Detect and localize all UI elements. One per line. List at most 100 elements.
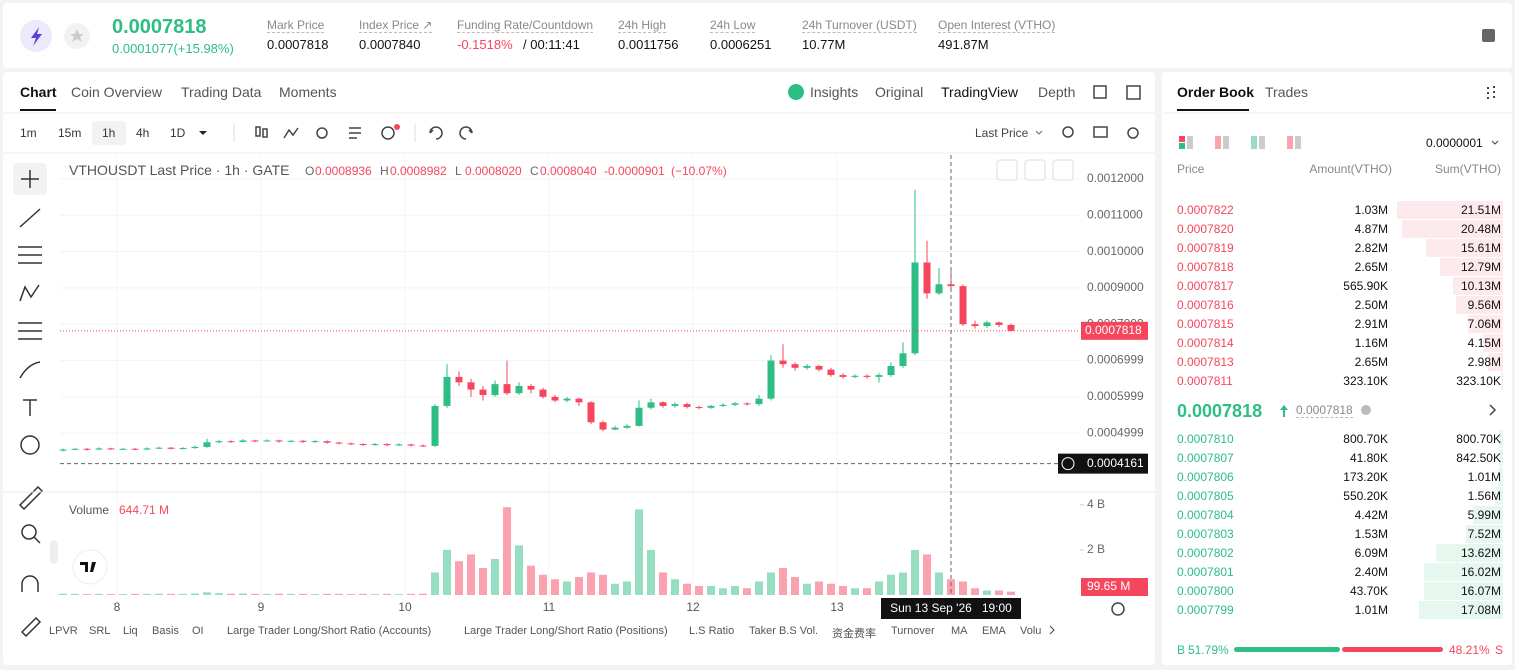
book-view-icons[interactable] [1179, 136, 1301, 149]
book-sum: 1.56M [1467, 489, 1501, 503]
book-sum: 800.70K [1456, 432, 1501, 446]
volume-bar [263, 593, 271, 595]
book-price[interactable]: 0.0007818 [1177, 260, 1234, 274]
book-price[interactable]: 0.0007801 [1177, 565, 1234, 579]
chart-button[interactable] [1024, 159, 1046, 181]
volume-bar [695, 585, 703, 595]
dropdown-arrow[interactable] [199, 131, 207, 135]
chart-tab[interactable]: Chart [20, 84, 57, 100]
indicator-tab[interactable]: Large Trader Long/Short Ratio (Positions… [464, 625, 668, 637]
book-price[interactable]: 0.0007814 [1177, 336, 1234, 350]
window-icon[interactable] [1126, 85, 1141, 100]
y-tick-label: 0.0005999 [1087, 389, 1144, 403]
chevron[interactable] [1489, 404, 1497, 416]
candle-body [467, 382, 475, 390]
crosshair-price-tag [1058, 453, 1148, 474]
book-price[interactable]: 0.0007802 [1177, 546, 1234, 560]
chart-tab[interactable]: Trading Data [181, 84, 262, 100]
indicator-tab[interactable]: Taker B.S Vol. [749, 625, 819, 637]
book-price[interactable]: 0.0007800 [1177, 584, 1234, 598]
volume-bar [587, 572, 595, 595]
indicator-tab[interactable]: SRL [89, 625, 111, 637]
book-price[interactable]: 0.0007817 [1177, 279, 1234, 293]
book-price[interactable]: 0.0007811 [1177, 374, 1233, 388]
interval[interactable]: 1D [170, 126, 186, 140]
expand-icon[interactable] [1093, 85, 1107, 99]
indicator-tab[interactable]: Large Trader Long/Short Ratio (Accounts) [227, 625, 432, 637]
indicator-tab[interactable]: Volu [1020, 625, 1042, 637]
book-price[interactable]: 0.0007815 [1177, 317, 1234, 331]
candle-body [935, 284, 943, 294]
book-price[interactable]: 0.0007822 [1177, 203, 1234, 217]
book-price[interactable]: 0.0007816 [1177, 298, 1234, 312]
depth-bar [1397, 201, 1503, 219]
stat-label: Mark Price [267, 18, 325, 33]
settings-icon[interactable] [1111, 602, 1125, 616]
book-price[interactable]: 0.0007819 [1177, 241, 1234, 255]
book-sum: 323.10K [1456, 374, 1501, 388]
indicator-tab[interactable]: 资金费率 [832, 628, 876, 640]
chart-button[interactable] [1052, 159, 1074, 181]
view-tab[interactable]: Depth [1038, 84, 1076, 100]
indicator-tab[interactable]: L.S Ratio [689, 625, 735, 637]
book-price[interactable]: 0.0007803 [1177, 527, 1234, 541]
indicator-tab[interactable]: EMA [982, 625, 1006, 637]
view-tab[interactable]: Insights [810, 84, 859, 100]
chart-button[interactable] [996, 159, 1018, 181]
book-price[interactable]: 0.0007806 [1177, 470, 1234, 484]
volume-bar [647, 549, 655, 595]
book-price[interactable]: 0.0007804 [1177, 508, 1234, 522]
stat-label: Open Interest (VTHO) [938, 18, 1056, 33]
book-sum: 5.99M [1467, 508, 1501, 522]
candle-body [827, 369, 835, 376]
stat-label: 24h Turnover (USDT) [802, 18, 917, 33]
indicator-tab[interactable]: Turnover [891, 625, 935, 637]
crosshair-price: 0.0004161 [1087, 456, 1144, 470]
book-sum: 16.07M [1460, 584, 1501, 598]
volume-tick-label: 4 B [1087, 497, 1105, 511]
book-tab[interactable]: Order Book [1177, 84, 1255, 100]
volume-bar [347, 594, 355, 595]
indicator-tab[interactable]: LPVR [49, 625, 78, 637]
indicator-tab[interactable]: Liq [123, 625, 138, 637]
collapse-handle[interactable] [50, 540, 58, 564]
book-tab[interactable]: Trades [1265, 84, 1309, 100]
precision[interactable]: 0.0000001 [1426, 136, 1483, 150]
depth-bar [1499, 430, 1503, 448]
chart-panel [3, 72, 1155, 665]
book-price[interactable]: 0.0007799 [1177, 603, 1234, 617]
interval[interactable]: 1m [20, 126, 37, 140]
interval[interactable]: 4h [136, 126, 150, 140]
indicator-tab[interactable]: OI [192, 625, 204, 637]
view-tab[interactable]: TradingView [941, 84, 1019, 100]
volume-bar [479, 567, 487, 595]
view-tab[interactable]: Original [875, 84, 924, 100]
book-price[interactable]: 0.0007820 [1177, 222, 1234, 236]
book-price[interactable]: 0.0007805 [1177, 489, 1234, 503]
indicator-tab[interactable]: MA [951, 625, 968, 637]
candle-body [1007, 324, 1015, 331]
candle-body [695, 407, 703, 409]
candle-body [263, 440, 271, 442]
drawing-tools[interactable] [18, 170, 44, 638]
volume-bar [323, 593, 331, 595]
scroll-right[interactable] [1049, 625, 1055, 635]
candle-body [995, 322, 1003, 325]
dropdown-arrow[interactable] [1035, 130, 1043, 135]
interval[interactable]: 1h [102, 126, 116, 140]
candle-body [119, 448, 127, 450]
depth-bar [1468, 315, 1503, 333]
interval[interactable]: 15m [58, 126, 82, 140]
header-menu-icon[interactable] [1482, 29, 1495, 42]
chart-tab[interactable]: Moments [279, 84, 337, 100]
price-source[interactable]: Last Price [975, 126, 1029, 140]
book-price[interactable]: 0.0007807 [1177, 451, 1234, 465]
candle-body [851, 375, 859, 377]
chart-tab[interactable]: Coin Overview [71, 84, 163, 100]
book-price[interactable]: 0.0007810 [1177, 432, 1234, 446]
candle-body [779, 360, 787, 365]
dropdown-arrow[interactable] [1491, 140, 1499, 145]
book-price[interactable]: 0.0007813 [1177, 355, 1234, 369]
indicator-tab[interactable]: Basis [152, 625, 179, 637]
candle-body [671, 404, 679, 406]
